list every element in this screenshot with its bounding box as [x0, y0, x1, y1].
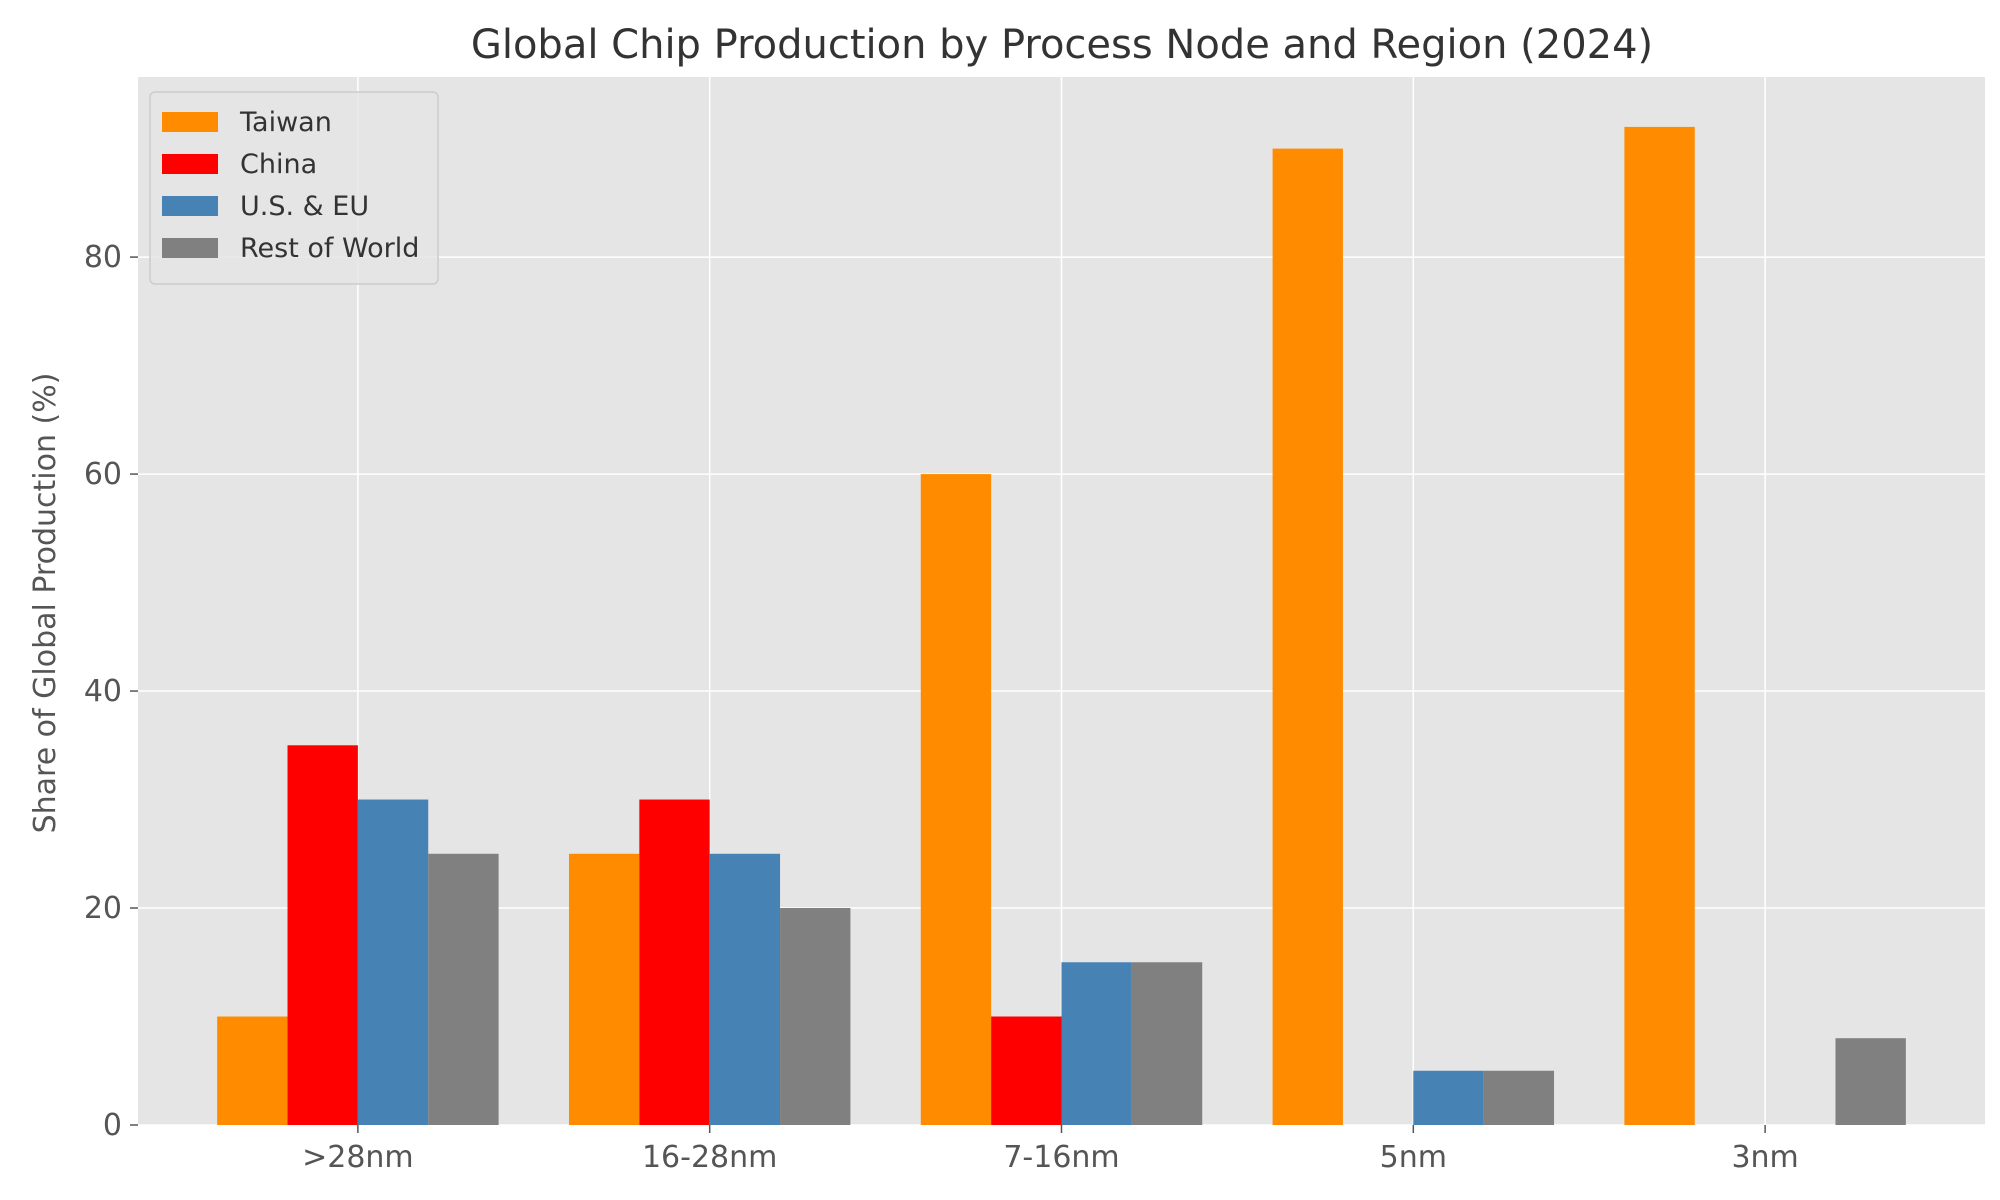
y-tick-label: 0 — [103, 1108, 122, 1143]
legend-swatch — [162, 196, 218, 216]
bar-china-2 — [991, 1016, 1062, 1125]
x-axis-ticks: >28nm 16-28nm 7-16nm 5nm 3nm — [302, 1125, 1799, 1175]
x-tick-label: 5nm — [1380, 1140, 1447, 1175]
x-tick-label: 16-28nm — [642, 1140, 777, 1175]
y-tick-label: 40 — [84, 674, 122, 709]
bar-rest-of-world-2 — [1131, 962, 1203, 1125]
y-axis-ticks: 0 20 40 60 80 — [84, 240, 138, 1143]
legend-label: Rest of World — [240, 233, 419, 264]
bar-rest-of-world-3 — [1483, 1070, 1555, 1125]
legend-swatch — [162, 154, 218, 174]
bar-u-s-eu-1 — [709, 853, 781, 1125]
x-tick-label: 7-16nm — [1003, 1140, 1119, 1175]
x-tick-label: >28nm — [302, 1140, 414, 1175]
legend-label: China — [240, 149, 317, 180]
x-tick-label: 3nm — [1731, 1140, 1798, 1175]
bar-u-s-eu-2 — [1061, 962, 1132, 1125]
legend-label: U.S. & EU — [240, 191, 369, 222]
bar-rest-of-world-0 — [428, 853, 499, 1125]
bar-taiwan-4 — [1624, 126, 1695, 1125]
legend-swatch — [162, 112, 218, 132]
bar-u-s-eu-0 — [357, 799, 429, 1125]
y-tick-label: 20 — [84, 891, 122, 926]
chart-title: Global Chip Production by Process Node a… — [471, 22, 1653, 68]
legend-box — [149, 91, 439, 285]
y-axis-label: Share of Global Production (%) — [28, 373, 63, 834]
bar-taiwan-2 — [920, 474, 992, 1125]
legend-label: Taiwan — [239, 107, 332, 138]
bar-rest-of-world-4 — [1835, 1038, 1906, 1125]
bar-taiwan-0 — [217, 1016, 288, 1125]
legend-swatch — [162, 238, 218, 258]
bar-taiwan-3 — [1272, 148, 1343, 1125]
bar-u-s-eu-3 — [1413, 1070, 1484, 1125]
bar-china-1 — [639, 799, 710, 1125]
bar-china-0 — [287, 745, 358, 1125]
bar-rest-of-world-1 — [780, 908, 851, 1125]
bars — [217, 126, 1906, 1125]
bar-taiwan-1 — [568, 853, 640, 1125]
y-tick-label: 80 — [84, 240, 122, 275]
y-tick-label: 60 — [84, 457, 122, 492]
legend: Taiwan China U.S. & EU Rest of World — [149, 91, 439, 285]
